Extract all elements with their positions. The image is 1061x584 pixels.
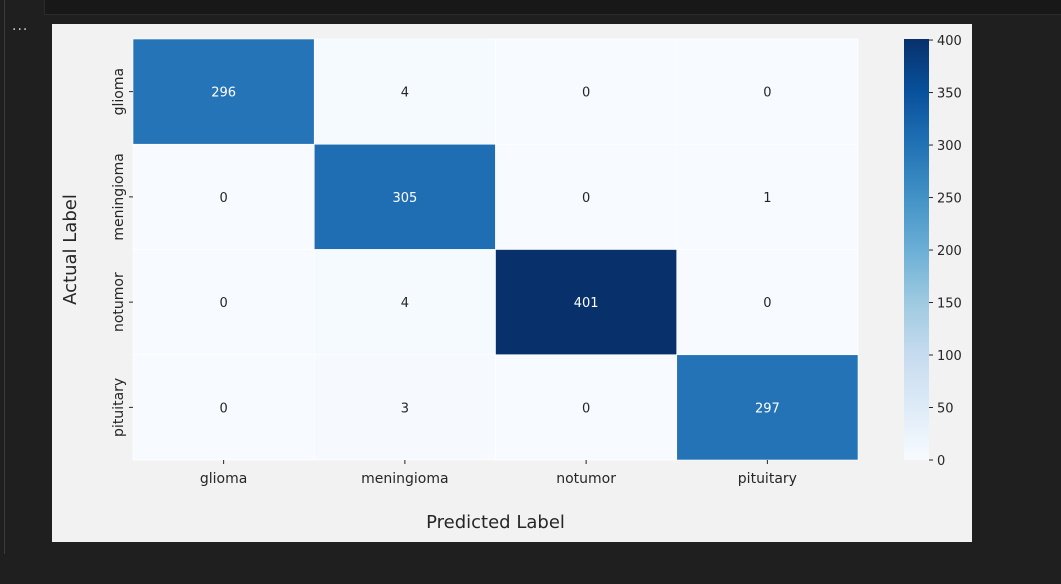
heatmap-cell-glioma-meningioma [313,38,496,145]
heatmap-cell-meningioma-notumor [495,143,678,250]
heatmap-cell-notumor-pituitary [676,249,859,356]
colorbar-tick-label: 100 [937,349,962,364]
heatmap-cell-glioma-pituitary [676,38,859,145]
cell-output-panel: 296 4 0 0 0 305 0 1 0 4 401 0 0 3 0 297 glioma meningioma… [52,24,972,542]
previous-cell-area [44,0,1061,15]
y-tick-label: pituitary [111,378,127,437]
y-tick-label: meningioma [111,153,127,240]
colorbar-tick-label: 400 [937,34,962,49]
cell-value-label: 0 [219,401,227,416]
colorbar-tick-label: 200 [937,244,962,259]
cell-value-label: 401 [574,296,599,311]
cell-value-label: 0 [219,296,227,311]
colorbar-tick-label: 300 [937,139,962,154]
y-tick-label: glioma [111,68,127,115]
y-tick-label: notumor [111,272,127,332]
colorbar-tick-label: 0 [937,454,945,469]
colorbar-gradient [904,39,929,460]
heatmap-cells [132,38,859,461]
cell-value-label: 296 [211,86,236,101]
cell-value-label: 305 [392,191,417,206]
heatmap-labels: 296 4 0 0 0 305 0 1 0 4 401 0 0 3 0 297 glioma meningioma… [60,68,797,533]
colorbar-tick-label: 250 [937,192,962,207]
x-tick-label: meningioma [361,471,448,487]
heatmap-cell-glioma-glioma [132,38,315,145]
heatmap-cell-meningioma-pituitary [676,143,859,250]
heatmap-cell-pituitary-pituitary [676,354,859,461]
heatmap-cell-meningioma-meningioma [313,143,496,250]
colorbar: 0 50 100 150 200 250 300 350 400 [904,34,962,469]
cell-value-label: 0 [582,401,590,416]
y-axis-title: Actual Label [60,194,81,305]
heatmap-cell-meningioma-glioma [132,143,315,250]
heatmap-cell-pituitary-glioma [132,354,315,461]
heatmap-cell-glioma-notumor [495,38,678,145]
colorbar-tick-label: 350 [937,87,962,102]
x-tick-label: notumor [556,471,616,487]
cell-value-label: 4 [401,86,409,101]
x-tick-label: pituitary [738,471,797,487]
x-tick-label: glioma [200,471,247,487]
heatmap-cell-notumor-meningioma [313,249,496,356]
cell-value-label: 3 [401,401,409,416]
cell-value-label: 4 [401,296,409,311]
cell-gutter-line [4,0,5,554]
cell-value-label: 1 [763,191,771,206]
cell-value-label: 0 [763,296,771,311]
cell-value-label: 0 [582,86,590,101]
more-actions-icon[interactable]: ... [12,18,29,34]
cell-value-label: 297 [755,401,780,416]
colorbar-tick-label: 150 [937,297,962,312]
x-axis-title: Predicted Label [426,512,565,533]
cell-value-label: 0 [582,191,590,206]
cell-value-label: 0 [763,86,771,101]
heatmap-cell-pituitary-meningioma [313,354,496,461]
heatmap-cell-pituitary-notumor [495,354,678,461]
colorbar-tick-label: 50 [937,402,954,417]
cell-value-label: 0 [219,191,227,206]
